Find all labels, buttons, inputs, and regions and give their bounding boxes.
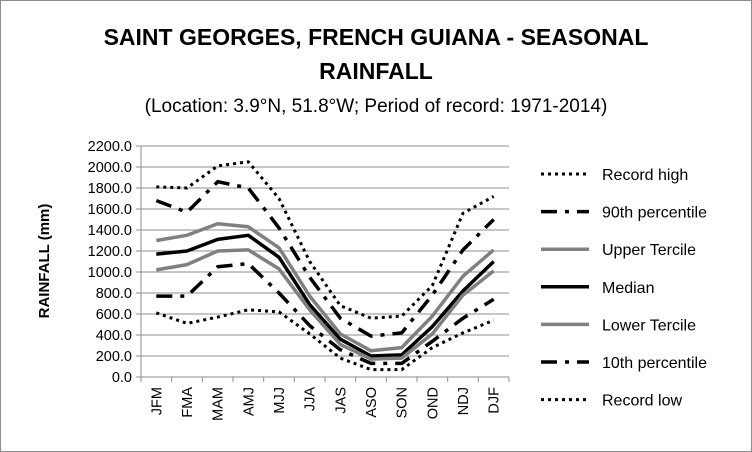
y-tick-label: 0.0 — [112, 370, 132, 386]
series-record-low — [155, 308, 495, 372]
x-tick-label: FMA — [180, 387, 196, 418]
legend-label: Record high — [602, 167, 688, 184]
legend-label: Lower Tercile — [602, 317, 696, 334]
x-tick-label: JJA — [303, 387, 319, 412]
series-line-upper-tercile — [156, 221, 495, 353]
x-tick-label: MAM — [211, 387, 227, 421]
series-line-90th-percentile — [155, 179, 495, 338]
x-tick-labels: JFM FMA MAM AMJ MJJ JJA JAS ASO SON OND NDJ DJF — [149, 387, 502, 421]
y-tick-label: 1800.0 — [88, 181, 132, 197]
series-line-record-high — [156, 160, 495, 320]
chart-title-line-1: SAINT GEORGES, FRENCH GUIANA - SEASONAL — [104, 24, 649, 50]
legend-label: 10th percentile — [602, 355, 707, 372]
series-lines — [155, 160, 495, 372]
y-tick-label: 800.0 — [96, 286, 132, 302]
x-tick-label: AMJ — [241, 387, 257, 416]
x-tick-label: ASO — [364, 387, 380, 418]
x-tick-label: DJF — [487, 387, 503, 414]
legend-item-median: Median — [541, 280, 654, 297]
series-90th-percentile — [155, 179, 495, 338]
legend-item-lower-tercile: Lower Tercile — [541, 317, 696, 334]
series-lower-tercile — [156, 248, 495, 361]
legend-label: Record low — [602, 393, 682, 410]
y-tick-label: 1200.0 — [88, 244, 132, 260]
legend-label: 90th percentile — [602, 205, 707, 222]
x-tick-label: MJJ — [272, 387, 288, 414]
series-record-high — [156, 160, 495, 320]
y-tick-label: 1000.0 — [88, 265, 132, 281]
y-tick-label: 400.0 — [96, 328, 132, 344]
legend-label: Upper Tercile — [602, 242, 696, 259]
x-tick-label: NDJ — [456, 387, 472, 415]
chart-subtitle: (Location: 3.9°N, 51.8°W; Period of reco… — [145, 96, 608, 117]
legend-label: Median — [602, 280, 654, 297]
legend: Record high 90th percentile Upper Tercile M… — [541, 167, 707, 410]
series-line-lower-tercile — [156, 248, 495, 361]
series-10th-percentile — [156, 261, 495, 366]
y-axis-title: RAINFALL (mm) — [36, 204, 53, 319]
y-tick-label: 200.0 — [96, 349, 132, 365]
chart-title-line-2: RAINFALL — [319, 58, 433, 84]
y-tick-labels: 0.0 200.0 400.0 600.0 800.0 1000.0 1200.0 1400.… — [88, 139, 132, 386]
legend-item-upper-tercile: Upper Tercile — [541, 242, 696, 259]
y-tick-label: 2200.0 — [88, 139, 132, 155]
x-tick-label: JAS — [333, 387, 349, 414]
axes — [136, 145, 510, 382]
y-tick-label: 1600.0 — [88, 202, 132, 218]
x-tick-label: OND — [425, 387, 441, 419]
series-upper-tercile — [156, 221, 495, 353]
legend-item-10th-percentile: 10th percentile — [541, 355, 707, 372]
x-tick-label: SON — [395, 387, 411, 418]
legend-item-90th-percentile: 90th percentile — [541, 205, 707, 222]
y-tick-label: 600.0 — [96, 307, 132, 323]
y-tick-label: 2000.0 — [88, 160, 132, 176]
legend-item-record-high: Record high — [541, 167, 688, 184]
series-line-10th-percentile — [156, 261, 495, 366]
x-tick-label: JFM — [149, 387, 165, 415]
series-median — [156, 233, 495, 358]
series-line-record-low — [155, 308, 495, 372]
series-line-median — [156, 233, 495, 358]
legend-item-record-low: Record low — [541, 393, 682, 410]
y-tick-label: 1400.0 — [88, 223, 132, 239]
